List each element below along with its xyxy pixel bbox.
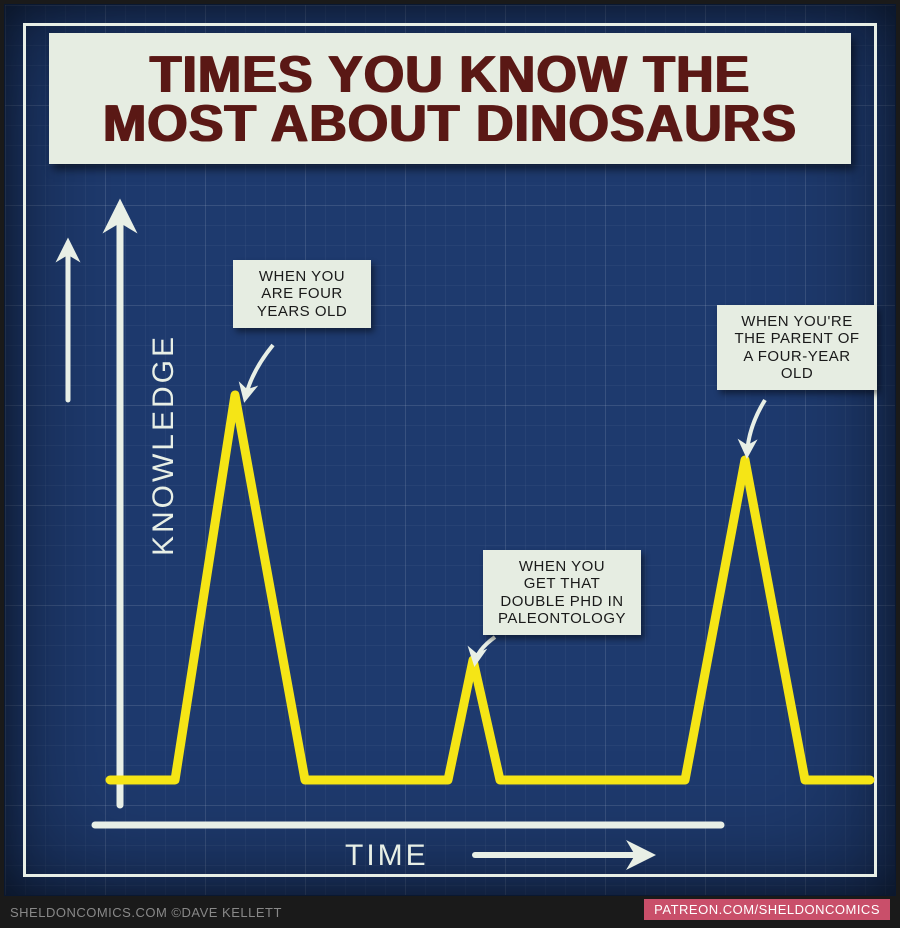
callout-phd: WHEN YOUGET THATDOUBLE PhD INPALEONTOLOG… [483,550,641,635]
blueprint-frame: TIMES YOU KNOW THE MOST ABOUT DINOSAURS … [4,4,896,896]
x-axis-label: TIME [345,839,429,873]
callout-four-years-old: WHEN YOUARE FOURYEARS OLD [233,260,371,328]
pointer-four-years-old [245,345,273,399]
footer-credit: SHELDONCOMICS.COM ©DAVE KELLETT [10,905,282,920]
callout-parent: WHEN YOU'RETHE PARENT OFA FOUR-YEAROLD [717,305,877,390]
footer-patreon: PATREON.COM/SHELDONCOMICS [644,899,890,920]
footer: SHELDONCOMICS.COM ©DAVE KELLETT PATREON.… [4,898,896,920]
pointer-phd [475,637,495,663]
y-axis-label: KNOWLEDGE [147,334,181,556]
chart-svg [5,5,897,897]
pointer-parent [747,400,765,455]
